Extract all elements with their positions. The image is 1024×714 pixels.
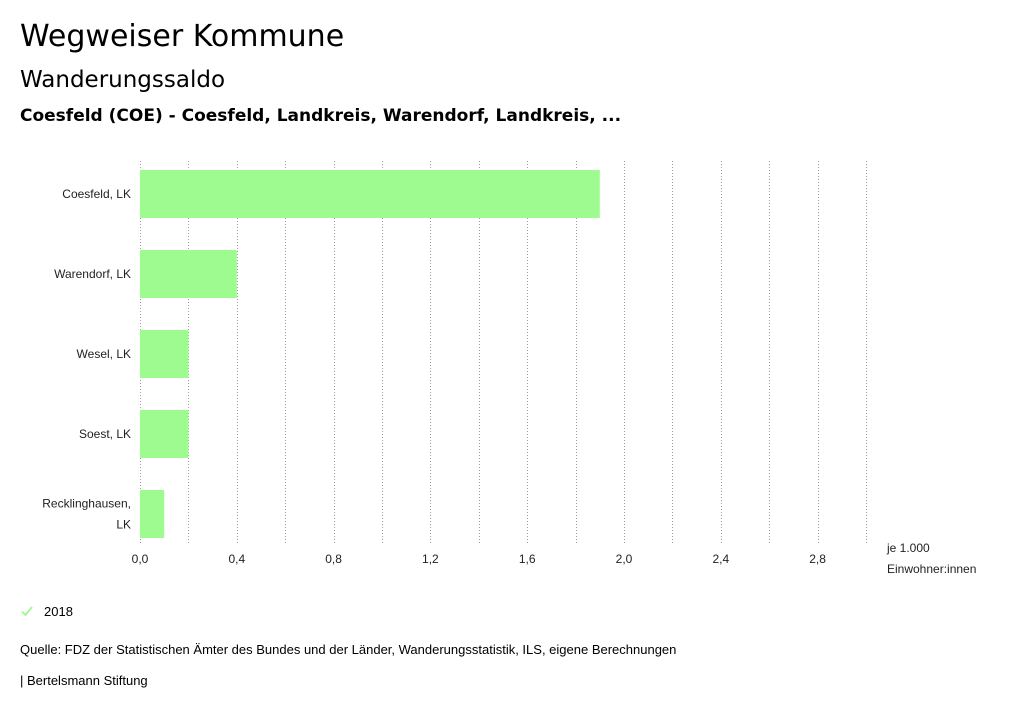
bar-chart: Coesfeld, LK Warendorf, LK Wesel, LK Soest,… — [42, 161, 976, 576]
category-label: Wesel, LK — [77, 347, 131, 361]
category-label: Coesfeld, LK — [62, 187, 131, 201]
x-tick-label: 1,6 — [519, 552, 536, 566]
x-tick-labels: 0,0 0,4 0,8 1,2 1,6 2,0 2,4 2,8 — [132, 552, 827, 566]
category-label: Warendorf, LK — [54, 267, 131, 281]
x-tick-label: 2,4 — [712, 552, 729, 566]
x-tick-label: 0,4 — [228, 552, 245, 566]
bar[interactable] — [140, 410, 189, 458]
x-tick-label: 0,0 — [132, 552, 149, 566]
region-selection: Coesfeld (COE) - Coesfeld, Landkreis, Wa… — [20, 106, 622, 126]
bar[interactable] — [140, 330, 189, 378]
x-tick-label: 0,8 — [325, 552, 342, 566]
x-tick-label: 1,2 — [422, 552, 439, 566]
x-tick-label: 2,8 — [809, 552, 826, 566]
page-title: Wegweiser Kommune — [20, 19, 345, 54]
x-axis-unit-line-2: Einwohner:innen — [887, 562, 976, 576]
category-labels: Coesfeld, LK Warendorf, LK Wesel, LK Soest,… — [42, 187, 131, 532]
category-label: Recklinghausen, LK — [42, 497, 131, 532]
chart-bars — [140, 170, 600, 538]
bar[interactable] — [140, 170, 600, 218]
chart-subtitle: Wanderungssaldo — [20, 67, 226, 93]
legend-label-2018: 2018 — [44, 603, 73, 619]
credit-note: | Bertelsmann Stiftung — [20, 673, 148, 688]
x-tick-label: 2,0 — [616, 552, 633, 566]
source-note: Quelle: FDZ der Statistischen Ämter des … — [20, 642, 677, 657]
bar[interactable] — [140, 250, 237, 298]
bar[interactable] — [140, 490, 165, 538]
chart-grid — [140, 161, 867, 544]
category-label: Soest, LK — [79, 427, 131, 441]
check-icon[interactable] — [20, 604, 34, 618]
legend[interactable]: 2018 — [20, 601, 73, 621]
x-axis-unit-line-1: je 1.000 — [886, 541, 930, 555]
